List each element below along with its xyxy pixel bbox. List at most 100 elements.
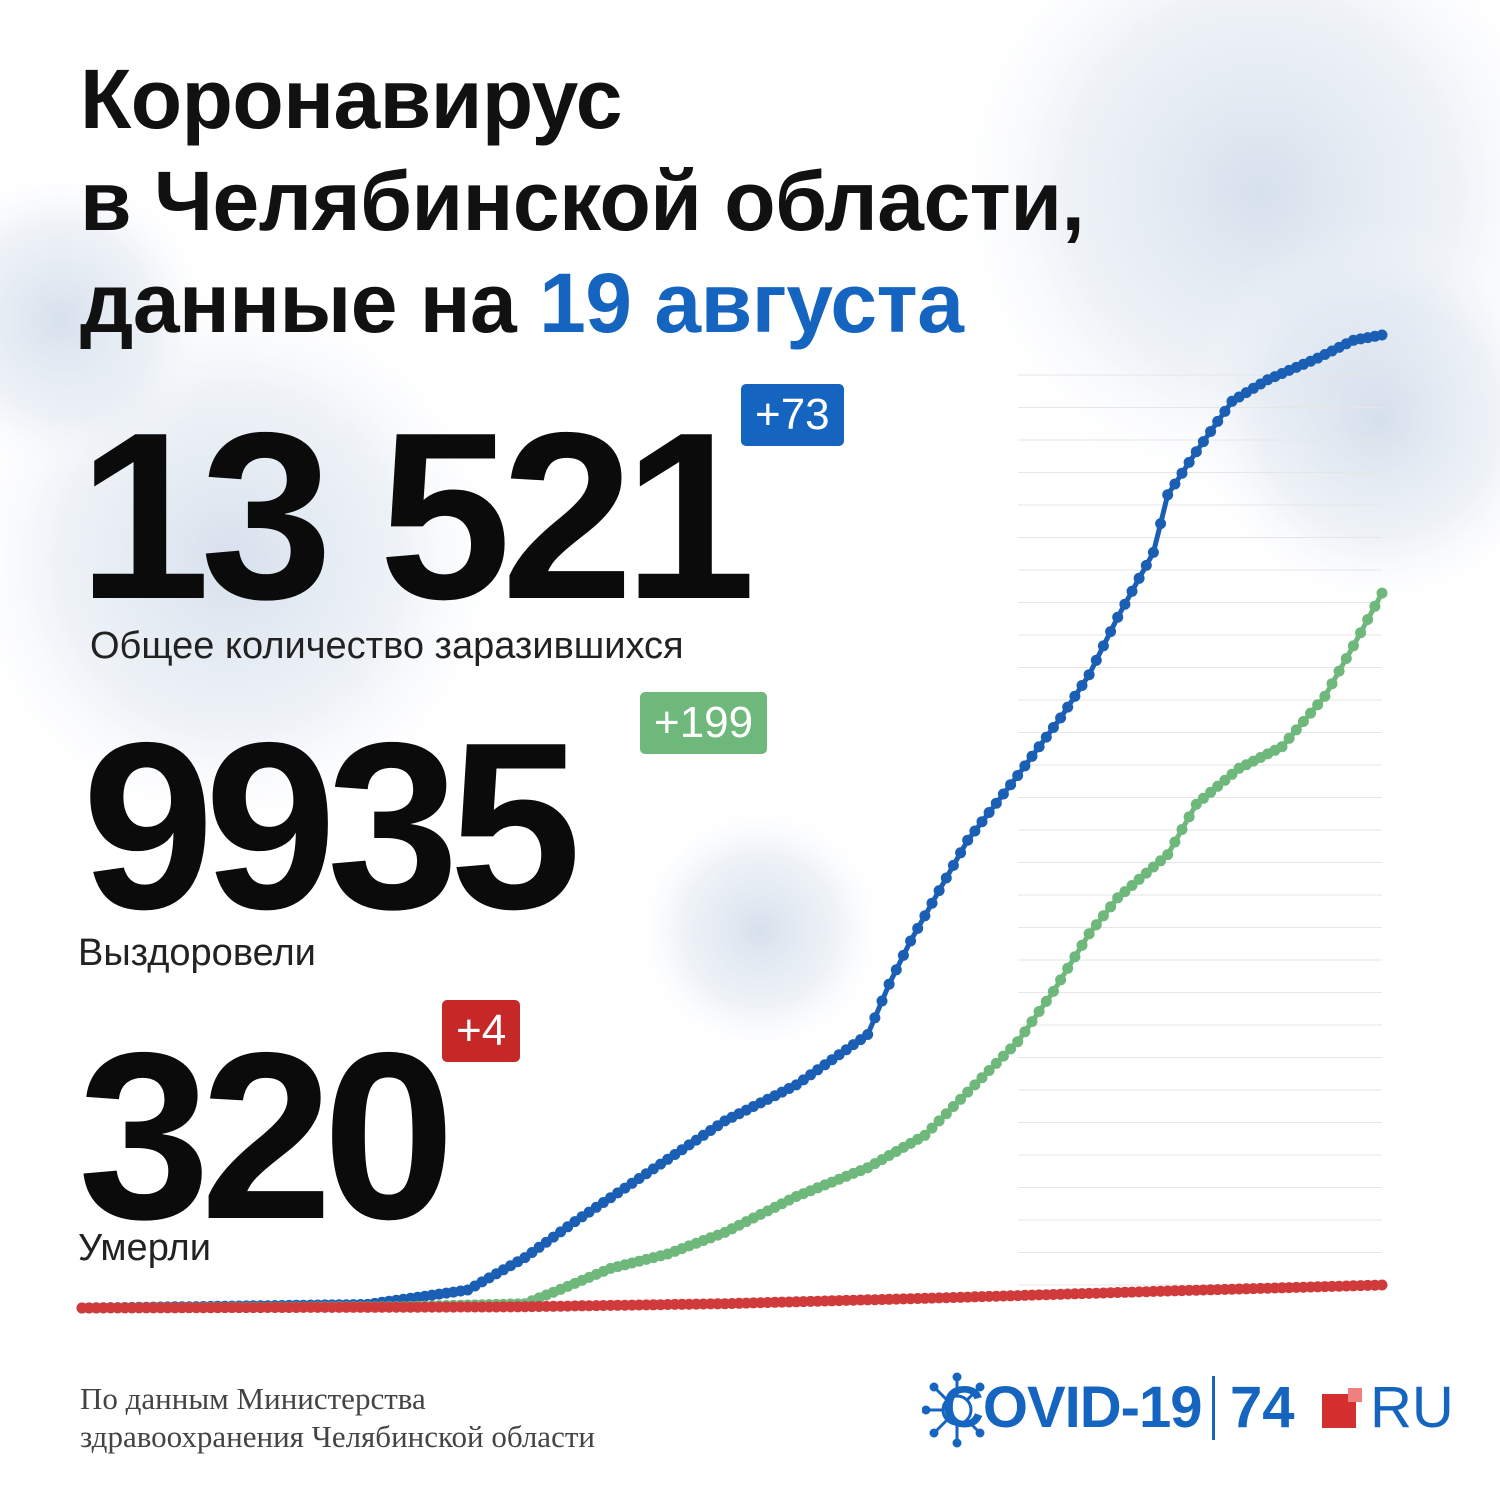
data-point-infected (1140, 559, 1152, 571)
data-point-recovered (1033, 1006, 1045, 1017)
data-point-recovered (1055, 974, 1067, 986)
infected-label: Общее количество заразившихся (90, 625, 684, 667)
data-point-recovered (1076, 939, 1088, 951)
data-point-recovered (1212, 780, 1224, 792)
series-points-infected (76, 329, 1388, 1314)
data-point-infected (1126, 585, 1138, 597)
data-point-infected (1155, 518, 1167, 530)
data-point-infected (890, 964, 902, 976)
data-point-infected (947, 859, 959, 871)
data-point-recovered (1026, 1016, 1038, 1028)
data-point-infected (976, 816, 988, 828)
title-date: 19 августа (539, 256, 964, 350)
data-point-infected (1212, 415, 1224, 427)
data-point-infected (1169, 478, 1181, 490)
data-point-infected (1197, 436, 1209, 448)
data-point-infected (1055, 712, 1067, 724)
data-point-recovered (1040, 995, 1052, 1007)
deaths-label: Умерли (78, 1227, 211, 1269)
data-point-recovered (1283, 732, 1295, 744)
data-point-infected (1026, 750, 1038, 762)
data-point-infected (926, 897, 938, 909)
data-point-infected (1119, 598, 1131, 610)
deaths-total: 320 (78, 1004, 455, 1269)
data-point-infected (1040, 731, 1052, 743)
data-point-recovered (1005, 1043, 1017, 1055)
data-point-recovered (933, 1115, 945, 1127)
data-point-infected (1097, 640, 1109, 652)
site-logo-ru: RU (1370, 1375, 1454, 1440)
data-point-infected (1090, 654, 1102, 666)
data-point-recovered (1105, 901, 1117, 913)
data-point-infected (983, 807, 995, 818)
recovered-label: Выздоровели (78, 932, 316, 974)
data-point-recovered (1369, 600, 1381, 612)
data-point-recovered (976, 1072, 988, 1084)
data-point-infected (1376, 329, 1388, 341)
data-point-infected (990, 797, 1002, 809)
data-point-recovered (1305, 707, 1317, 719)
data-point-infected (869, 1012, 881, 1024)
data-point-infected (883, 978, 895, 990)
title-line-3: данные на 19 августа (80, 252, 1084, 354)
data-point-recovered (1276, 741, 1288, 753)
site-logo-number: 74 (1230, 1375, 1295, 1440)
data-point-infected (962, 834, 974, 846)
data-point-infected (1033, 741, 1045, 753)
data-point-recovered (990, 1057, 1002, 1069)
data-point-recovered (1097, 910, 1109, 922)
data-point-infected (1062, 701, 1074, 713)
data-point-recovered (1340, 653, 1352, 664)
data-point-deaths (1376, 1279, 1388, 1291)
logo-square-icon (1322, 1388, 1362, 1428)
data-point-infected (1012, 770, 1024, 781)
data-point-recovered (1162, 849, 1174, 861)
data-point-recovered (1183, 811, 1195, 823)
data-point-infected (1083, 669, 1095, 681)
covid-logo-text: COVID-19 (942, 1375, 1203, 1440)
source-line-2: здравоохранения Челябинской области (80, 1419, 595, 1454)
data-point-infected (1162, 489, 1174, 501)
data-point-infected (1147, 546, 1159, 558)
data-point-recovered (926, 1122, 938, 1134)
data-point-recovered (1290, 724, 1302, 736)
data-point-recovered (940, 1108, 952, 1120)
data-point-recovered (1355, 627, 1367, 639)
data-point-recovered (1197, 792, 1209, 804)
data-point-recovered (1047, 985, 1059, 997)
data-point-infected (1205, 426, 1217, 437)
series-points-deaths (76, 1279, 1388, 1314)
recovered-delta-badge: +199 (640, 692, 768, 754)
page-title: Коронавирус в Челябинской области, данны… (80, 48, 1085, 354)
data-point-infected (862, 1029, 874, 1040)
data-point-recovered (1176, 824, 1188, 835)
data-point-recovered (947, 1101, 959, 1112)
title-line-3-prefix: данные на (80, 256, 540, 350)
data-point-recovered (969, 1079, 981, 1091)
data-point-infected (1076, 680, 1088, 691)
data-point-recovered (1297, 716, 1309, 727)
data-point-recovered (1333, 665, 1345, 677)
title-line-1: Коронавирус (80, 52, 622, 146)
data-point-recovered (1083, 928, 1095, 940)
brand-logos: COVID-19 74 RU (922, 1370, 1470, 1460)
data-point-infected (912, 922, 924, 934)
data-point-infected (1005, 779, 1017, 791)
data-point-infected (1069, 690, 1081, 702)
data-point-recovered (1012, 1036, 1024, 1048)
data-point-infected (1219, 405, 1231, 417)
data-point-recovered (955, 1093, 967, 1105)
data-point-infected (1112, 611, 1124, 623)
source-note: По данным Министерства здравоохранения Ч… (80, 1380, 595, 1456)
data-point-recovered (1062, 962, 1074, 974)
data-point-recovered (1319, 690, 1331, 702)
deaths-delta-badge: +4 (442, 1000, 521, 1062)
data-point-recovered (1069, 951, 1081, 963)
data-point-infected (1019, 760, 1031, 772)
data-point-infected (1105, 626, 1117, 638)
data-point-recovered (1326, 678, 1338, 690)
infected-delta-badge: +73 (741, 384, 844, 446)
data-point-infected (1047, 722, 1059, 733)
data-point-recovered (1112, 892, 1124, 904)
